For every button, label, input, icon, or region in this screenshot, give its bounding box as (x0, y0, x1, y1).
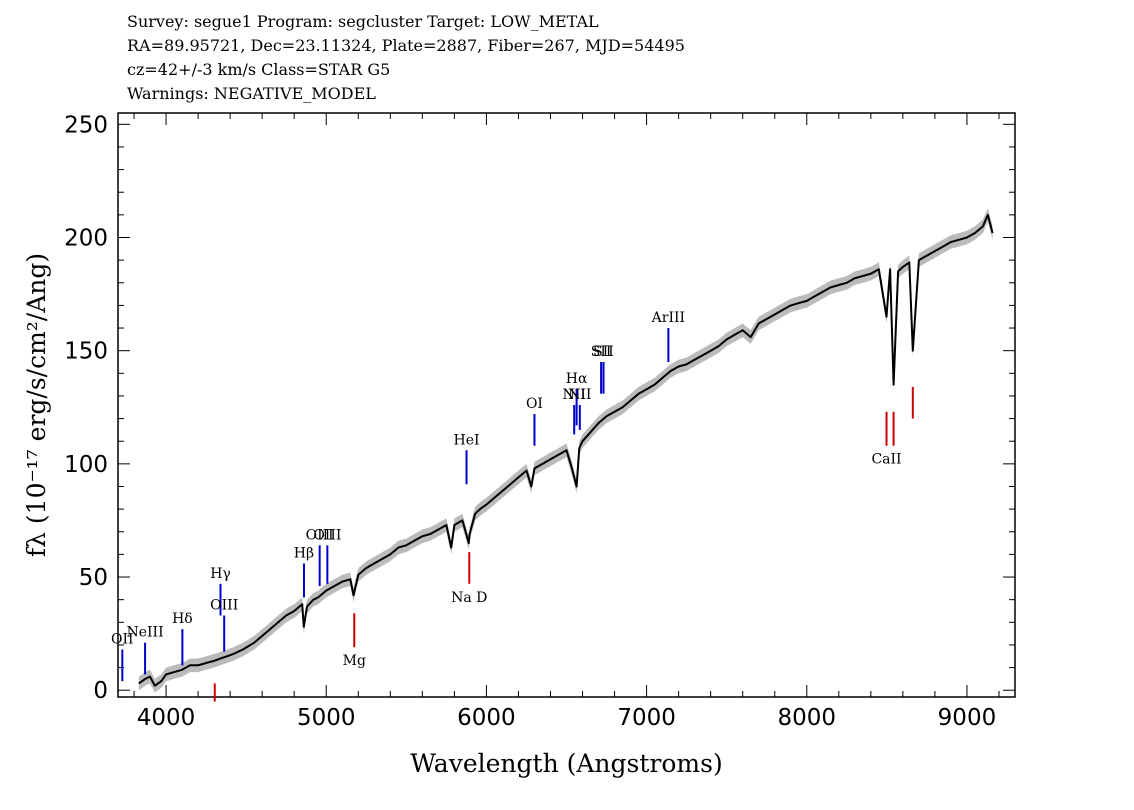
emission-line-label: Hα (566, 371, 588, 387)
y-tick-label: 200 (64, 225, 108, 251)
emission-line-label: OIII (210, 598, 238, 614)
header-line-coordinates: RA=89.95721, Dec=23.11324, Plate=2887, F… (127, 36, 685, 55)
spectrum-line (138, 213, 994, 687)
y-tick-label: 150 (64, 339, 108, 365)
emission-line-label: OIII (313, 527, 341, 543)
absorption-line-label: CaII (871, 452, 901, 468)
y-tick-label: 250 (64, 112, 108, 138)
y-tick-label: 50 (79, 565, 108, 591)
x-tick-label: 8000 (777, 705, 836, 731)
header-line-survey: Survey: segue1 Program: segcluster Targe… (127, 12, 599, 31)
emission-line-label: OI (526, 396, 543, 412)
emission-line-label: OIII (306, 527, 334, 543)
emission-line-label: NII (563, 387, 586, 403)
emission-line-label: NII (568, 387, 591, 403)
spectrum-series (138, 213, 994, 687)
emission-line-label: NeIII (126, 625, 163, 641)
spectrum-header: Survey: segue1 Program: segcluster Targe… (127, 10, 685, 106)
emission-line-label: Hγ (210, 566, 231, 582)
absorption-line-label: Mg (343, 653, 366, 669)
plot-frame (117, 112, 1016, 698)
x-axis-title: Wavelength (Angstroms) (410, 749, 722, 778)
axes: 4000 5000 6000 7000 8000 9000 0 50 100 150 200 250 (64, 112, 1016, 731)
emission-line-label: Hδ (172, 611, 193, 627)
emission-line-label: OII (111, 631, 134, 647)
y-tick-label: 100 (64, 452, 108, 478)
emission-line-label: ArIII (651, 310, 685, 326)
y-axis-title: fλ (10⁻¹⁷ erg/s/cm²/Ang) (22, 253, 51, 557)
emission-line-label: HeI (454, 432, 480, 448)
header-line-redshift-class: cz=42+/-3 km/s Class=STAR G5 (127, 60, 391, 79)
x-tick-label: 5000 (297, 705, 356, 731)
x-tick-label: 7000 (617, 705, 676, 731)
emission-line-label: SII (593, 344, 614, 360)
spectral-line-markers: OIINeIIIHδHγOIIIHβOIIIOIIIHeIOINIIHαNIIS… (111, 310, 914, 702)
x-tick-label: 6000 (457, 705, 516, 731)
x-tick-label: 9000 (938, 705, 997, 731)
emission-line-label: SII (591, 344, 612, 360)
emission-line-label: Hβ (294, 545, 314, 561)
y-tick-label: 0 (93, 678, 108, 704)
x-tick-label: 4000 (137, 705, 196, 731)
header-line-warnings: Warnings: NEGATIVE_MODEL (127, 84, 376, 103)
absorption-line-label: Na D (451, 590, 487, 606)
